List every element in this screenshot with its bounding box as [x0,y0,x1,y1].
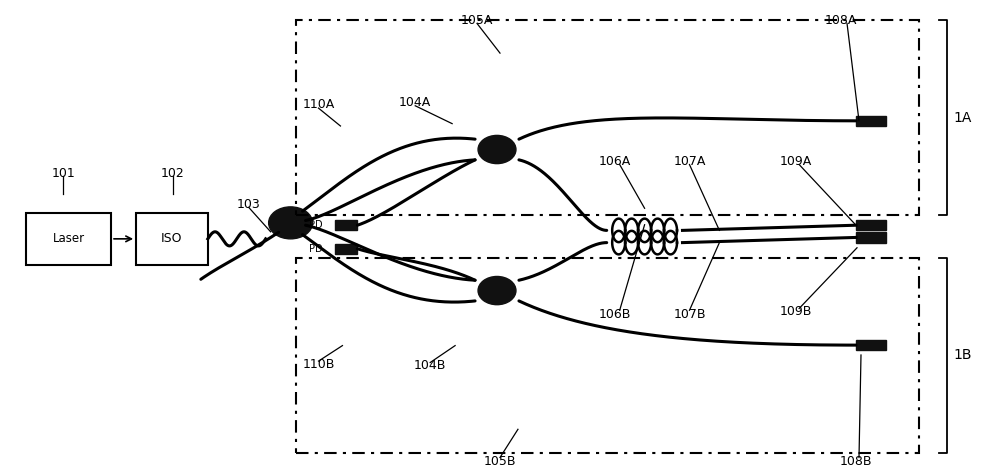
Text: 106B: 106B [598,307,631,321]
Ellipse shape [478,277,516,305]
Text: 104B: 104B [414,359,446,372]
Bar [296,258,919,453]
Text: 101: 101 [51,166,75,180]
Text: 107A: 107A [673,155,706,168]
Text: 103: 103 [237,198,261,211]
Bar [136,213,208,265]
Ellipse shape [269,207,313,239]
Text: PD: PD [309,244,322,254]
Text: 1A: 1A [954,111,972,125]
Bar [335,244,357,254]
Text: 102: 102 [161,166,185,180]
Bar [856,232,886,243]
Bar [26,213,111,265]
Bar [296,20,919,215]
Text: 105A: 105A [461,14,493,26]
Text: 108A: 108A [825,14,857,26]
Bar [856,220,886,230]
Bar [856,116,886,126]
Text: PD: PD [309,220,322,230]
Text: 110A: 110A [302,98,335,111]
Text: 104A: 104A [399,96,431,109]
Ellipse shape [478,135,516,164]
Text: 106A: 106A [599,155,631,168]
Text: 105B: 105B [484,455,516,468]
Text: 109A: 109A [780,155,812,168]
Text: 1B: 1B [954,348,972,362]
Text: Laser: Laser [53,232,85,245]
Bar [856,340,886,350]
Text: 110B: 110B [302,358,335,371]
Text: 108B: 108B [840,455,872,468]
Text: 109B: 109B [780,305,812,318]
Text: 107B: 107B [673,307,706,321]
Bar [335,220,357,230]
Text: ISO: ISO [161,232,183,245]
